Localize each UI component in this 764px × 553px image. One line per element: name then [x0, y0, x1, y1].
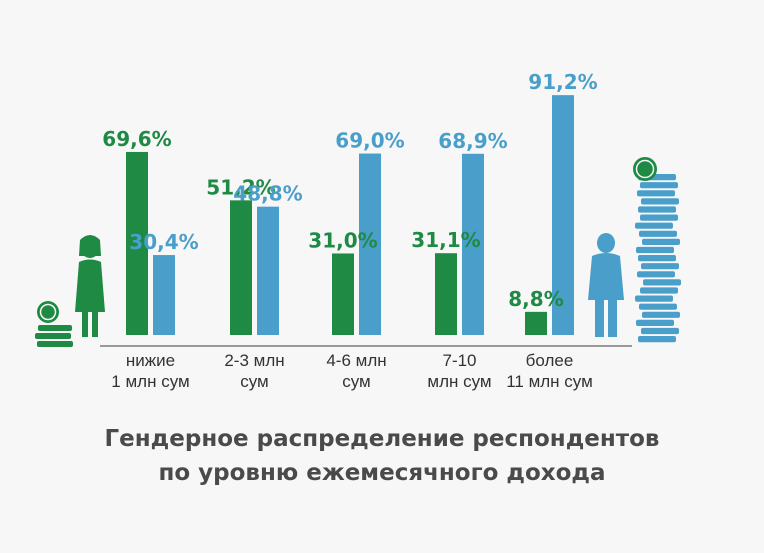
- value-label-female-2: 31,0%: [308, 228, 377, 252]
- category-label-2-line-0: 4-6 млн: [326, 351, 386, 370]
- value-label-male-1: 48,8%: [233, 182, 302, 206]
- man-icon: [588, 233, 624, 337]
- value-label-male-2: 69,0%: [335, 129, 404, 153]
- bar-female-4: [525, 311, 547, 335]
- bar-male-4: [552, 95, 574, 335]
- coin-stack-tall-icon: [633, 157, 681, 343]
- category-label-0-line-1: 1 млн сум: [111, 372, 189, 391]
- chart-title-line-2: по уровню ежемесячного дохода: [158, 460, 606, 486]
- coin-stack-small-icon: [35, 301, 73, 347]
- bar-female-1: [230, 200, 252, 335]
- category-label-4-line-1: 11 млн сум: [506, 372, 593, 391]
- category-label-2-line-1: сум: [342, 372, 371, 391]
- value-label-male-4: 91,2%: [528, 70, 597, 94]
- value-label-female-3: 31,1%: [411, 228, 480, 252]
- category-label-3-line-1: млн сум: [427, 372, 491, 391]
- chart-title-line-1: Гендерное распределение респондентов: [104, 426, 660, 452]
- bar-female-2: [332, 253, 354, 335]
- category-label-0-line-0: нижие: [126, 351, 175, 370]
- bar-chart: 69,6% 30,4% 51,2%48,8%31,0% 69,0% 31,1% 68,9%…: [35, 70, 681, 391]
- bar-male-0: [153, 255, 175, 335]
- bar-female-0: [126, 151, 148, 335]
- chart-title: Гендерное распределение респондентов по …: [0, 422, 764, 490]
- value-label-female-1: 51,2%: [206, 175, 275, 199]
- category-label-4-line-0: более: [526, 351, 574, 370]
- value-label-male-0: 30,4%: [129, 230, 198, 254]
- bar-male-3: [462, 153, 484, 335]
- category-label-3-line-0: 7-10: [442, 351, 476, 370]
- bar-female-3: [435, 253, 457, 335]
- value-label-female-4: 8,8%: [508, 287, 563, 311]
- value-label-male-3: 68,9%: [438, 129, 507, 153]
- category-label-1-line-0: 2-3 млн: [224, 351, 284, 370]
- bar-male-2: [359, 153, 381, 335]
- value-label-female-0: 69,6%: [102, 127, 171, 151]
- category-label-1-line-1: сум: [240, 372, 269, 391]
- bar-male-1: [257, 206, 279, 335]
- woman-icon: [75, 235, 105, 337]
